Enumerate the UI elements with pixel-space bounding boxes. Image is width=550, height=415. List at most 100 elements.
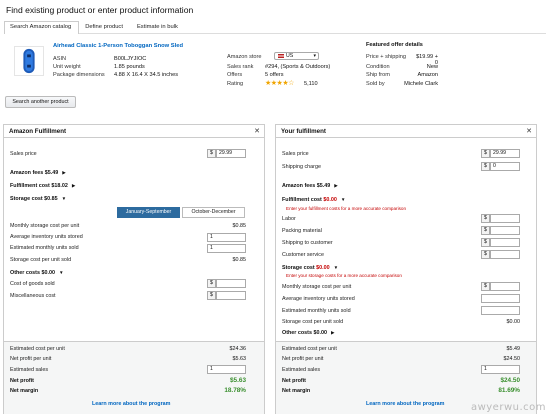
sum-cost-label: Estimated cost per unit: [282, 346, 337, 352]
dollar-icon: $: [207, 279, 216, 288]
soldby-label: Sold by: [366, 81, 385, 87]
fulfillment-hint: Enter your fulfillment costs for a more …: [286, 206, 406, 211]
labor-label: Labor: [282, 216, 296, 222]
dollar-icon: $: [481, 282, 490, 291]
avg-inventory-input[interactable]: [481, 294, 520, 303]
condition-value: New: [426, 64, 438, 70]
sales-price-input[interactable]: 29.99: [216, 149, 246, 158]
close-icon[interactable]: ✕: [254, 128, 260, 135]
caret-right-icon: ▶: [71, 183, 76, 188]
est-monthly-label: Estimated monthly units sold: [282, 308, 351, 314]
sum-profit-value: $24.50: [503, 356, 521, 362]
product-details: Airhead Classic 1-Person Toboggan Snow S…: [4, 34, 546, 118]
other-costs-toggle[interactable]: Other costs $0.00 ▶: [282, 330, 335, 336]
misc-label: Miscellaneous cost: [10, 293, 56, 299]
caret-down-icon: ▼: [340, 197, 346, 202]
featured-offer-title: Featured offer details: [366, 42, 423, 48]
storage-cost-toggle[interactable]: Storage cost $0.85 ▼: [10, 196, 67, 202]
learn-more-link[interactable]: Learn more about the program: [92, 401, 171, 407]
amazon-fulfillment-panel: Amazon Fulfillment ✕ Sales price $ 29.99…: [3, 124, 265, 414]
labor-input[interactable]: [490, 214, 520, 223]
other-costs-toggle[interactable]: Other costs $0.00 ▼: [10, 270, 64, 276]
sum-profit-label: Net profit per unit: [10, 356, 52, 362]
watermark: awyerwu.com: [470, 402, 546, 413]
caret-down-icon: ▼: [61, 196, 67, 201]
tab-bar: Search Amazon catalog Define product Est…: [4, 21, 546, 34]
your-fulfillment-panel: Your fulfillment ✕ Sales price $ 29.99 S…: [275, 124, 537, 414]
net-profit-label: Net profit: [10, 378, 34, 384]
tab-search-catalog[interactable]: Search Amazon catalog: [4, 21, 80, 34]
shipfrom-label: Ship from: [366, 72, 390, 78]
sales-price-label: Sales price: [10, 151, 37, 157]
amazon-fees-toggle[interactable]: Amazon fees $5.49 ▶: [10, 170, 66, 176]
dollar-icon: $: [481, 226, 490, 235]
net-profit-label: Net profit: [282, 378, 306, 384]
caret-down-icon: ▼: [333, 265, 339, 270]
search-another-button[interactable]: Search another product: [5, 96, 76, 108]
avg-inventory-label: Average inventory units stored: [10, 234, 83, 240]
storage-hint: Enter your storage costs for a more accu…: [286, 273, 402, 278]
product-title[interactable]: Airhead Classic 1-Person Toboggan Snow S…: [53, 43, 184, 49]
net-margin-label: Net margin: [10, 388, 39, 394]
learn-more-link[interactable]: Learn more about the program: [366, 401, 445, 407]
season-oct-dec-button[interactable]: October-December: [182, 207, 245, 218]
caret-right-icon: ▶: [330, 330, 335, 335]
est-monthly-input[interactable]: [481, 306, 520, 315]
avg-inventory-input[interactable]: 1: [207, 233, 246, 242]
amazon-fees-toggle[interactable]: Amazon fees $5.49 ▶: [282, 183, 338, 189]
summary-section: Estimated cost per unit $24.36 Net profi…: [4, 341, 264, 414]
net-margin-value: 81.69%: [498, 387, 520, 394]
asin-value: B00LJYJIOC: [114, 56, 147, 62]
customer-service-input[interactable]: [490, 250, 520, 259]
tab-define-product[interactable]: Define product: [85, 24, 123, 30]
rank-label: Sales rank: [227, 64, 254, 70]
storage-per-unit-label: Storage cost per unit sold: [10, 257, 72, 263]
store-select[interactable]: US ▾: [274, 52, 319, 60]
monthly-storage-label: Monthly storage cost per unit: [10, 223, 80, 229]
fulfillment-cost-toggle[interactable]: Fulfillment cost $18.02 ▶: [10, 183, 76, 189]
season-jan-sep-button[interactable]: January-September: [117, 207, 180, 218]
storage-per-unit-value: $0.00: [506, 319, 521, 325]
dollar-icon: $: [481, 238, 490, 247]
packing-label: Packing material: [282, 228, 322, 234]
condition-label: Condition: [366, 64, 390, 70]
dollar-icon: $: [481, 250, 490, 259]
net-margin-label: Net margin: [282, 388, 311, 394]
close-icon[interactable]: ✕: [526, 128, 532, 135]
sum-sales-input[interactable]: 1: [207, 365, 246, 374]
fulfillment-cost-toggle[interactable]: Fulfillment cost $0.00 ▼: [282, 197, 346, 203]
storage-per-unit-value: $0.85: [232, 257, 247, 263]
est-monthly-label: Estimated monthly units sold: [10, 245, 79, 251]
packing-input[interactable]: [490, 226, 520, 235]
page-title: Find existing product or enter product i…: [6, 5, 194, 15]
sum-sales-label: Estimated sales: [282, 367, 321, 373]
weight-label: Unit weight: [53, 64, 81, 70]
cogs-label: Cost of goods sold: [10, 281, 55, 287]
avg-inventory-label: Average inventory units stored: [282, 296, 355, 302]
price-value: $19.99 + 0: [416, 54, 438, 66]
shipping-charge-input[interactable]: 0: [490, 162, 520, 171]
rating-count: 5,110: [304, 81, 318, 87]
customer-service-label: Customer service: [282, 252, 324, 258]
offers-value[interactable]: 5 offers: [265, 72, 284, 78]
tab-estimate-bulk[interactable]: Estimate in bulk: [136, 24, 178, 30]
sales-price-input[interactable]: 29.99: [490, 149, 520, 158]
shipfrom-value: Amazon: [417, 72, 438, 78]
sum-cost-value: $5.49: [506, 346, 521, 352]
sum-cost-value: $24.36: [229, 346, 247, 352]
sum-sales-label: Estimated sales: [10, 367, 49, 373]
est-monthly-input[interactable]: 1: [207, 244, 246, 253]
misc-input[interactable]: [216, 291, 246, 300]
monthly-storage-value: $0.85: [232, 223, 247, 229]
storage-cost-toggle[interactable]: Storage cost $0.00 ▼: [282, 265, 339, 271]
ship-customer-label: Shipping to customer: [282, 240, 333, 246]
sales-price-label: Sales price: [282, 151, 309, 157]
rank-value: #294, (Sports & Outdoors): [265, 64, 331, 70]
store-label: Amazon store: [227, 54, 262, 60]
sum-sales-input[interactable]: 1: [481, 365, 520, 374]
cogs-input[interactable]: [216, 279, 246, 288]
caret-right-icon: ▶: [62, 170, 66, 175]
weight-value: 1.85 pounds: [114, 64, 145, 70]
monthly-storage-input[interactable]: [490, 282, 520, 291]
ship-customer-input[interactable]: [490, 238, 520, 247]
